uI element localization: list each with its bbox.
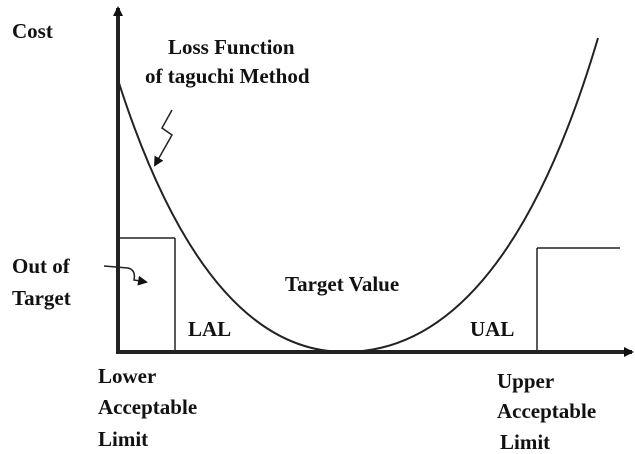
upper-limit-line: Limit bbox=[500, 430, 550, 454]
out-of-target-line: Target bbox=[12, 286, 71, 310]
upper-limit-line: Upper bbox=[497, 369, 554, 393]
cost-label: Cost bbox=[12, 19, 53, 43]
ual-label: UAL bbox=[470, 317, 514, 341]
curve-label-line: of taguchi Method bbox=[145, 64, 310, 88]
lower-limit-line: Lower bbox=[98, 364, 156, 388]
lal-label: LAL bbox=[188, 317, 231, 341]
out-of-target-line: Out of bbox=[12, 254, 71, 278]
target-value-label: Target Value bbox=[285, 272, 399, 296]
lower-limit-line: Limit bbox=[98, 427, 148, 451]
lower-limit-line: Acceptable bbox=[98, 395, 197, 419]
upper-limit-line: Acceptable bbox=[497, 399, 596, 423]
curve-pointer bbox=[154, 109, 173, 167]
curve-label-line: Loss Function bbox=[168, 35, 295, 59]
target-pointer bbox=[103, 265, 148, 286]
loss-curve bbox=[117, 37, 599, 354]
